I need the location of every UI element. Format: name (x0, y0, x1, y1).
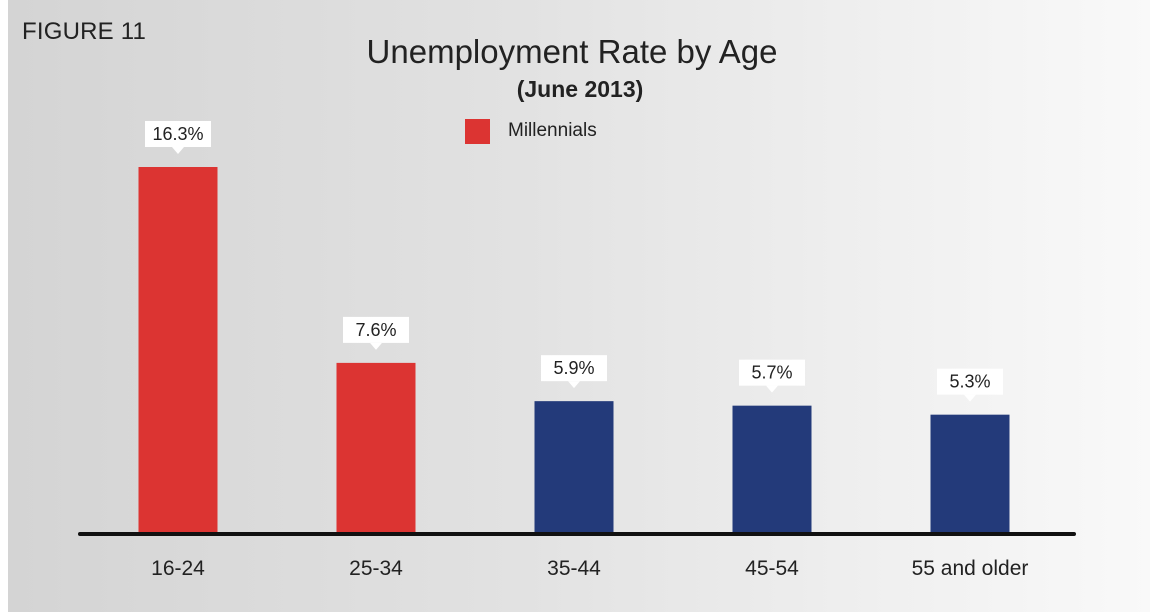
value-callout: 5.7% (739, 359, 805, 393)
value-callout-box (937, 368, 1003, 395)
value-callout-box (739, 359, 805, 386)
value-callout-box (145, 121, 211, 147)
bar-25-34 (336, 362, 416, 534)
legend-swatch (465, 118, 490, 144)
value-callout: 5.9% (541, 355, 607, 389)
chart-title: Unemployment Rate by Age (366, 33, 778, 70)
x-tick-label: 55 and older (912, 557, 1029, 580)
value-callout: 16.3% (145, 121, 211, 154)
bar-35-44 (534, 401, 614, 534)
value-label: 5.7% (751, 363, 792, 383)
value-label: 5.9% (553, 358, 594, 378)
chart-subtitle: (June 2013) (516, 76, 644, 102)
x-tick-label: 35-44 (547, 557, 601, 580)
value-callout: 7.6% (343, 316, 409, 350)
value-callout: 5.3% (937, 368, 1003, 402)
value-callout-pointer (172, 147, 184, 154)
value-callout-pointer (964, 394, 976, 402)
bar-55-and-older (930, 414, 1010, 534)
value-callout-pointer (568, 381, 580, 389)
value-callout-pointer (370, 342, 382, 350)
bar-45-54 (732, 405, 812, 534)
legend: Millennials (465, 118, 597, 144)
value-label: 16.3% (152, 124, 203, 144)
legend-label: Millennials (508, 120, 597, 141)
value-label: 5.3% (949, 372, 990, 392)
x-tick-label: 45-54 (745, 557, 799, 580)
value-callout-box (343, 316, 409, 343)
value-callout-pointer (766, 385, 778, 393)
x-tick-label: 16-24 (151, 557, 205, 580)
value-label: 7.6% (355, 320, 396, 340)
value-callout-box (541, 355, 607, 382)
figure-label: FIGURE 11 (22, 18, 147, 45)
x-tick-label: 25-34 (349, 557, 403, 580)
bar-16-24 (138, 167, 218, 534)
